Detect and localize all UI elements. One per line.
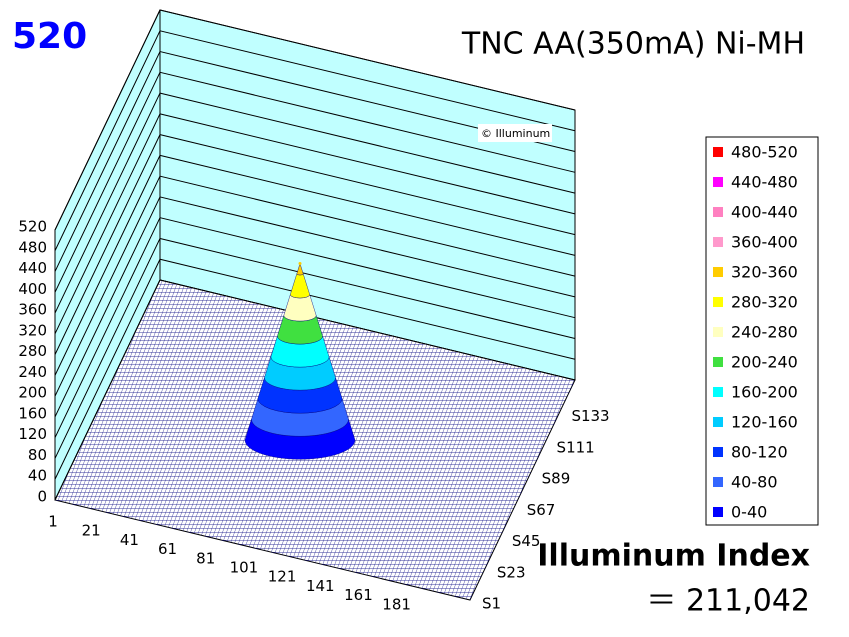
legend-swatch [713,297,723,307]
watermark: © Illuminum [481,127,550,140]
x-tick-label: 41 [120,531,139,549]
legend-label: 440-480 [731,173,798,192]
y-tick-label: S111 [557,438,595,456]
legend-swatch [713,147,723,157]
z-tick-label: 80 [28,446,47,464]
legend-swatch [713,237,723,247]
legend-swatch [713,327,723,337]
surface-peak [298,261,302,265]
legend-swatch [713,207,723,217]
grid-line [54,196,576,418]
grid-line [54,71,576,293]
index-label: Illuminum Index [537,539,810,574]
legend-label: 360-400 [731,233,798,252]
legend-label: 320-360 [731,263,798,282]
z-tick-label: 0 [37,488,47,506]
legend-label: 40-80 [731,473,778,492]
legend-label: 280-320 [731,293,798,312]
y-tick-label: S1 [482,595,501,613]
legend-swatch [713,417,723,427]
legend-box [705,136,819,526]
y-tick-label: S89 [542,470,571,488]
legend-label: 240-280 [731,323,798,342]
chart-title: TNC AA(350mA) Ni-MH [461,27,805,62]
legend-swatch [713,177,723,187]
z-tick-label: 520 [18,218,47,236]
corner-label: 520 [12,16,87,57]
grid-line [54,217,576,438]
grid-line [54,134,576,355]
grid-line [54,175,576,397]
z-tick-label: 200 [18,384,47,402]
grid-line [54,50,576,272]
x-tick-label: 101 [230,559,259,577]
legend-swatch [713,477,723,487]
legend-swatch [713,357,723,367]
z-tick-label: 280 [18,342,47,360]
x-tick-label: 181 [382,595,411,613]
grid-line [54,237,576,459]
y-tick-label: S133 [571,407,609,425]
y-tick-label: S67 [527,501,556,519]
x-tick-label: 61 [158,540,177,558]
legend-label: 480-520 [731,143,798,162]
y-tick-label: S45 [512,532,541,550]
legend-swatch [713,507,723,517]
y-tick-label: S23 [497,563,526,581]
grid-line [54,113,576,335]
z-tick-label: 360 [18,301,47,319]
surface-band [296,262,304,276]
z-tick-label: 480 [18,238,47,256]
legend-label: 80-120 [731,443,788,462]
legend-label: 400-440 [731,203,798,222]
watermark-box [478,124,552,142]
z-tick-label: 160 [18,404,47,422]
grid-line [54,30,576,251]
grid-line [54,9,576,231]
x-tick-label: 81 [196,549,215,567]
legend-label: 120-160 [731,413,798,432]
index-value: ＝ 211,042 [646,584,810,619]
legend-swatch [713,267,723,277]
x-tick-label: 21 [82,522,101,540]
x-tick-label: 1 [48,513,58,531]
z-tick-label: 120 [18,425,47,443]
legend-swatch [713,447,723,457]
legend-label: 160-200 [731,383,798,402]
x-tick-label: 141 [306,577,335,595]
legend-label: 0-40 [731,503,767,522]
legend-swatch [713,387,723,397]
x-tick-label: 161 [344,586,373,604]
z-tick-label: 440 [18,259,47,277]
z-tick-label: 320 [18,321,47,339]
z-tick-label: 240 [18,363,47,381]
grid-line [54,92,576,314]
grid-line [54,154,576,376]
grid-line [54,279,576,501]
grid-line [54,258,576,480]
z-tick-label: 400 [18,280,47,298]
x-tick-label: 121 [268,568,297,586]
z-tick-label: 40 [28,467,47,485]
legend-label: 200-240 [731,353,798,372]
